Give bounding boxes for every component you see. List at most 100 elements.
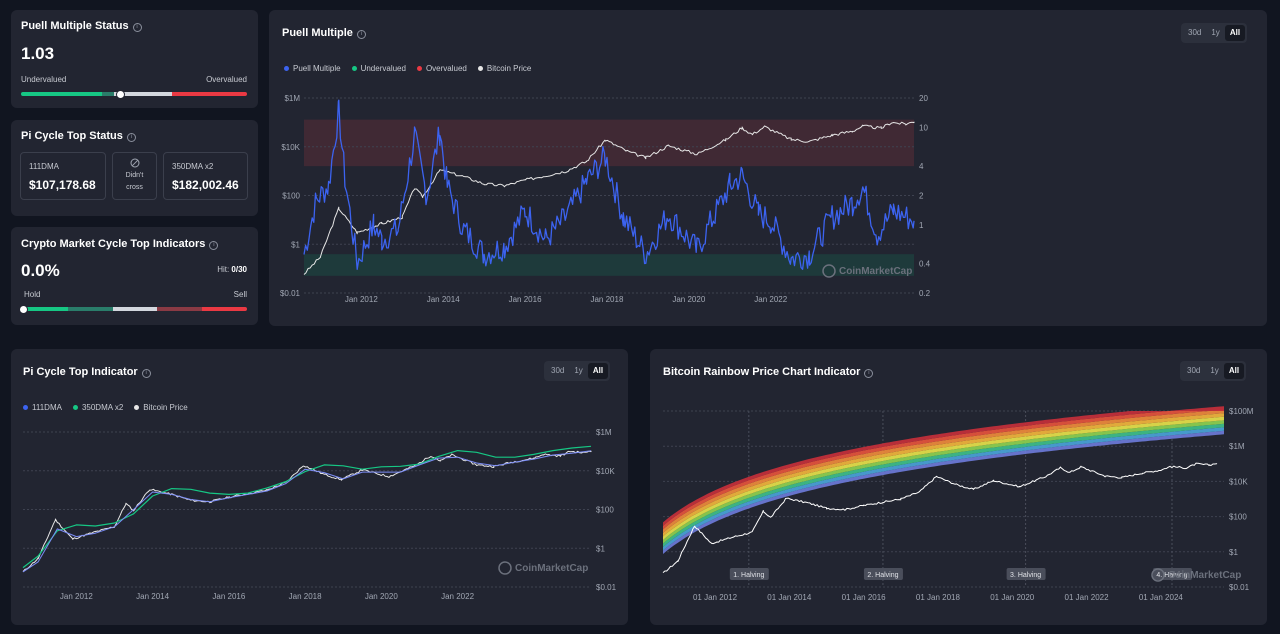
info-icon[interactable]: i [126, 133, 136, 142]
halving-label-box [1006, 568, 1046, 580]
pi-chart-title: Pi Cycle Top Indicator [23, 366, 138, 378]
x-tick-label: Jan 2012 [60, 592, 93, 601]
range-all-button[interactable]: All [587, 363, 609, 379]
y-right-tick-label: 1 [919, 221, 924, 230]
legend-350dma[interactable]: 350DMA x2 [72, 403, 123, 412]
puell-gauge-bar [21, 92, 247, 96]
y-tick-label: $10K [1229, 477, 1248, 486]
cycle-status-value: 0.0% [21, 261, 60, 280]
x-tick-label: 01 Jan 2014 [767, 593, 812, 602]
rainbow-band [663, 406, 1224, 526]
pi-range-selector: 30d 1y All [544, 361, 611, 381]
legend-undervalued[interactable]: Undervalued [351, 64, 406, 73]
puell-legend: Puell Multiple Undervalued Overvalued Bi… [284, 64, 531, 73]
bitcoin-price-line [22, 450, 592, 572]
y-tick-label: $0.01 [1229, 583, 1250, 592]
x-tick-label: 01 Jan 2012 [693, 593, 738, 602]
info-icon[interactable]: i [864, 369, 874, 378]
cycle-gauge-knob [18, 304, 28, 314]
rainbow-band [663, 413, 1224, 537]
bitcoin-price-line [662, 462, 1218, 573]
y-right-tick-label: 20 [919, 94, 928, 103]
x-tick-label: Jan 2012 [345, 295, 378, 304]
pi-status-card: Pi Cycle Top Status i 111DMA $107,178.68 … [11, 120, 258, 216]
halving-label-box [1152, 568, 1192, 580]
dma350x2-line [22, 445, 592, 569]
info-icon[interactable]: i [209, 241, 219, 250]
undervalued-zone [304, 254, 914, 276]
coinmarketcap-logo-icon [1151, 568, 1165, 582]
rainbow-chart-plot[interactable]: $100M $1M $10K $100 $1 $0.01 01 Jan 2012 01 Jan… [650, 349, 1267, 625]
x-tick-label: 01 Jan 2016 [842, 593, 887, 602]
coinmarketcap-watermark: CoinMarketCap [498, 561, 588, 575]
y-tick-label: $100 [596, 506, 614, 515]
legend-bitcoin-price[interactable]: Bitcoin Price [477, 64, 531, 73]
range-all-button[interactable]: All [1223, 363, 1245, 379]
legend-bitcoin-price[interactable]: Bitcoin Price [134, 403, 188, 412]
puell-multiple-line [303, 99, 915, 270]
range-all-button[interactable]: All [1224, 25, 1246, 41]
x-tick-label: Jan 2018 [590, 295, 623, 304]
cross-status-line1: Didn't [125, 172, 144, 179]
x-tick-label: 01 Jan 2024 [1139, 593, 1184, 602]
coinmarketcap-logo-icon [822, 264, 836, 278]
range-1y-button[interactable]: 1y [1210, 366, 1219, 375]
cross-status-box: Didn't cross [112, 152, 157, 200]
info-icon[interactable]: i [132, 23, 142, 32]
y-tick-label: $1M [284, 94, 300, 103]
pi-chart-card: Pi Cycle Top Indicator i 30d 1y All 111DMA … [11, 349, 628, 625]
x-tick-label: Jan 2018 [289, 592, 322, 601]
x-tick-label: Jan 2022 [441, 592, 474, 601]
puell-gauge-knob [115, 89, 125, 99]
legend-111dma[interactable]: 111DMA [23, 403, 62, 412]
x-tick-label: Jan 2014 [427, 295, 460, 304]
dma350-value: $182,002.46 [172, 178, 239, 192]
pi-status-title: Pi Cycle Top Status [21, 130, 123, 142]
y-right-tick-label: 2 [919, 192, 924, 201]
legend-puell-multiple[interactable]: Puell Multiple [284, 64, 341, 73]
coinmarketcap-watermark: CoinMarketCap [822, 264, 912, 278]
rainbow-band [663, 427, 1224, 551]
cycle-status-card: Crypto Market Cycle Top Indicators i 0.0%… [11, 227, 258, 325]
halving-label: 2. Halving [867, 572, 898, 579]
dma111-box: 111DMA $107,178.68 [20, 152, 106, 200]
rainbow-band [663, 409, 1224, 530]
rainbow-band [663, 411, 1224, 533]
puell-chart-title: Puell Multiple [282, 27, 353, 39]
hit-label: Hit: [217, 265, 230, 274]
info-icon[interactable]: i [141, 369, 151, 378]
dma111-line [22, 450, 592, 573]
y-tick-label: $0.01 [596, 583, 617, 592]
range-1y-button[interactable]: 1y [1211, 28, 1220, 37]
x-tick-label: 01 Jan 2018 [916, 593, 961, 602]
puell-status-card: Puell Multiple Status i 1.03 Undervalued … [11, 10, 258, 108]
y-tick-label: $10K [281, 143, 300, 152]
range-1y-button[interactable]: 1y [574, 366, 583, 375]
x-tick-label: 01 Jan 2022 [1065, 593, 1110, 602]
rainbow-chart-card: Bitcoin Rainbow Price Chart Indicator i 3… [650, 349, 1267, 625]
x-tick-label: Jan 2020 [672, 295, 705, 304]
y-right-tick-label: 10 [919, 123, 928, 132]
y-tick-label: $1M [1229, 442, 1245, 451]
puell-status-title: Puell Multiple Status [21, 20, 129, 32]
pi-chart-plot[interactable]: $1M $10K $100 $1 $0.01 Jan 2012 Jan 2014 Jan 20… [11, 349, 628, 625]
range-30d-button[interactable]: 30d [551, 366, 565, 375]
dma350-label: 350DMA x2 [172, 162, 214, 171]
puell-chart-plot[interactable]: $1M $10K $100 $1 $0.01 20 10 4 2 1 0.4 0.2 Jan 2012 J… [269, 10, 1267, 326]
y-tick-label: $100M [1229, 407, 1254, 416]
y-tick-label: $1 [291, 240, 300, 249]
halving-label: 4. Halving [1156, 572, 1187, 579]
halving-label-box [863, 568, 903, 580]
range-30d-button[interactable]: 30d [1188, 28, 1202, 37]
puell-overvalued-label: Overvalued [206, 75, 247, 84]
range-30d-button[interactable]: 30d [1187, 366, 1201, 375]
legend-overvalued[interactable]: Overvalued [416, 64, 467, 73]
puell-status-value: 1.03 [21, 44, 55, 63]
dma350-box: 350DMA x2 $182,002.46 [163, 152, 248, 200]
y-tick-label: $1 [596, 544, 605, 553]
y-tick-label: $1M [596, 428, 612, 437]
overvalued-zone [304, 119, 914, 167]
coinmarketcap-watermark-text: CoinMarketCap [515, 563, 588, 574]
puell-chart-card: Puell Multiple i 30d 1y All Puell Multiple … [269, 10, 1267, 326]
info-icon[interactable]: i [356, 30, 366, 39]
